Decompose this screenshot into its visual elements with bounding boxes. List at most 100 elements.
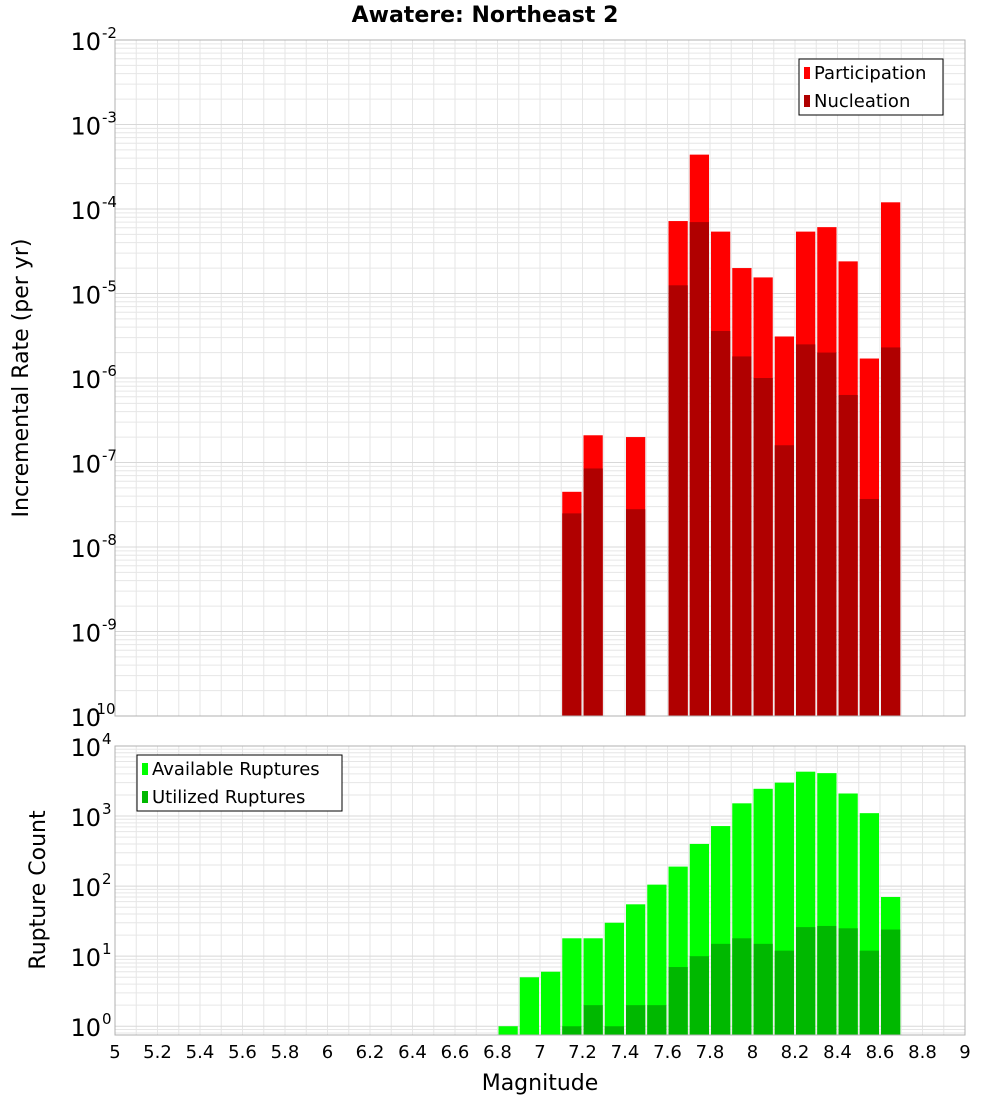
y-tick-exponent: -7 (102, 447, 117, 465)
rate-bar-secondary (626, 509, 646, 716)
y-tick-label: 10 (70, 1014, 101, 1042)
legend-label: Participation (814, 63, 926, 84)
x-tick-label: 5.4 (186, 1042, 215, 1063)
count-bar-secondary (711, 943, 731, 1035)
legend-swatch (142, 791, 148, 803)
y-tick-exponent: 4 (102, 730, 112, 748)
x-tick-label: 8.4 (823, 1042, 852, 1063)
tick-base: 10 (70, 734, 101, 762)
legend-swatch (142, 763, 148, 775)
y-tick-exponent: 2 (102, 870, 112, 888)
chart-title: Awatere: Northeast 2 (352, 3, 619, 28)
count-legend: Available Ruptures Utilized Ruptures (136, 754, 343, 812)
bars (562, 154, 901, 717)
legend-label: Utilized Ruptures (152, 787, 305, 808)
tick-base: 10 (70, 282, 101, 310)
y-tick-exponent: -8 (102, 531, 117, 549)
rate-bar-secondary (796, 344, 816, 716)
count-bar-secondary (859, 950, 879, 1035)
legend-box (798, 58, 944, 116)
bottom-y-axis-label: Rupture Count (26, 810, 51, 970)
count-bar-primary (562, 938, 582, 1035)
tick-base: 10 (70, 535, 101, 563)
y-tick-exponent: -10 (91, 700, 116, 718)
count-bar-secondary (796, 927, 816, 1035)
y-tick-exponent: -5 (102, 278, 117, 296)
tick-base: 10 (70, 704, 101, 732)
count-bar-primary (647, 884, 667, 1035)
x-tick-label: 6.4 (398, 1042, 427, 1063)
count-bar-secondary (838, 928, 858, 1035)
x-tick-label: 5 (109, 1042, 120, 1063)
rate-bar-secondary (732, 356, 752, 716)
count-bar-secondary (881, 929, 901, 1035)
tick-base: 10 (70, 451, 101, 479)
x-tick-label: 7.6 (653, 1042, 682, 1063)
count-bar-secondary (668, 967, 688, 1035)
y-tick-label: 10 (70, 28, 101, 56)
legend-swatch (804, 95, 810, 107)
y-tick-label: 10 (70, 804, 101, 832)
rate-bar-secondary (859, 498, 879, 716)
y-tick-label: 10 (70, 113, 101, 141)
rate-bar-secondary (562, 513, 582, 716)
y-tick-exponent: -2 (102, 24, 117, 42)
count-bar-secondary (562, 1026, 582, 1035)
rate-bar-secondary (838, 394, 858, 716)
tick-base: 10 (70, 1014, 101, 1042)
y-tick-exponent: -4 (102, 193, 117, 211)
x-tick-label: 5.2 (143, 1042, 172, 1063)
rate-bar-secondary (753, 378, 773, 716)
count-bar-secondary (753, 943, 773, 1035)
x-tick-label: 6 (322, 1042, 333, 1063)
bars (498, 771, 901, 1035)
x-tick-label: 6.8 (483, 1042, 512, 1063)
y-tick-label: 10 (70, 197, 101, 225)
rate-bar-secondary (817, 352, 837, 716)
x-tick-label: 7 (534, 1042, 545, 1063)
count-bar-secondary (626, 1005, 646, 1035)
count-bar-secondary (647, 1005, 667, 1035)
legend-box (136, 754, 343, 812)
x-tick-label: 6.2 (356, 1042, 385, 1063)
count-bar-primary (626, 904, 646, 1035)
tick-base: 10 (70, 28, 101, 56)
incremental-rate-panel: 10-210-310-410-510-610-710-810 -910-10Par… (70, 24, 966, 732)
y-tick-exponent: -9 (102, 616, 117, 634)
x-tick-label: 9 (959, 1042, 970, 1063)
x-tick-label: 5.6 (228, 1042, 257, 1063)
count-bar-primary (498, 1026, 518, 1035)
count-bar-primary (604, 922, 624, 1035)
x-tick-label: 7.8 (696, 1042, 725, 1063)
y-tick-exponent: -3 (102, 109, 117, 127)
x-tick-label: 7.2 (568, 1042, 597, 1063)
count-bar-secondary (774, 950, 794, 1035)
tick-base: 10 (70, 197, 101, 225)
y-tick-label: 10 (70, 282, 101, 310)
rate-bar-secondary (583, 468, 603, 716)
count-bar-secondary (604, 1026, 624, 1035)
tick-base: 10 (70, 804, 101, 832)
y-tick-label: 10 (70, 535, 101, 563)
count-bar-secondary (583, 1005, 603, 1035)
count-bar-primary (541, 971, 561, 1035)
tick-base: 10 (70, 944, 101, 972)
tick-base: 10 (70, 620, 101, 648)
x-tick-label: 8.2 (781, 1042, 810, 1063)
count-bar-primary (519, 977, 539, 1035)
rate-bar-secondary (711, 330, 731, 716)
y-tick-exponent: -6 (102, 362, 117, 380)
count-bar-secondary (732, 938, 752, 1035)
legend-label: Nucleation (814, 91, 910, 112)
legend-swatch (804, 67, 810, 79)
plot-frame (114, 39, 966, 717)
top-y-axis-label: Incremental Rate (per yr) (9, 239, 34, 518)
x-tick-label: 8 (747, 1042, 758, 1063)
rate-bar-secondary (774, 445, 794, 716)
rate-bar-secondary (689, 222, 709, 716)
y-tick-labels: 10-210-310-410-510-610-710-810 -910-10 (70, 24, 117, 732)
y-tick-label: 10 (70, 734, 101, 762)
